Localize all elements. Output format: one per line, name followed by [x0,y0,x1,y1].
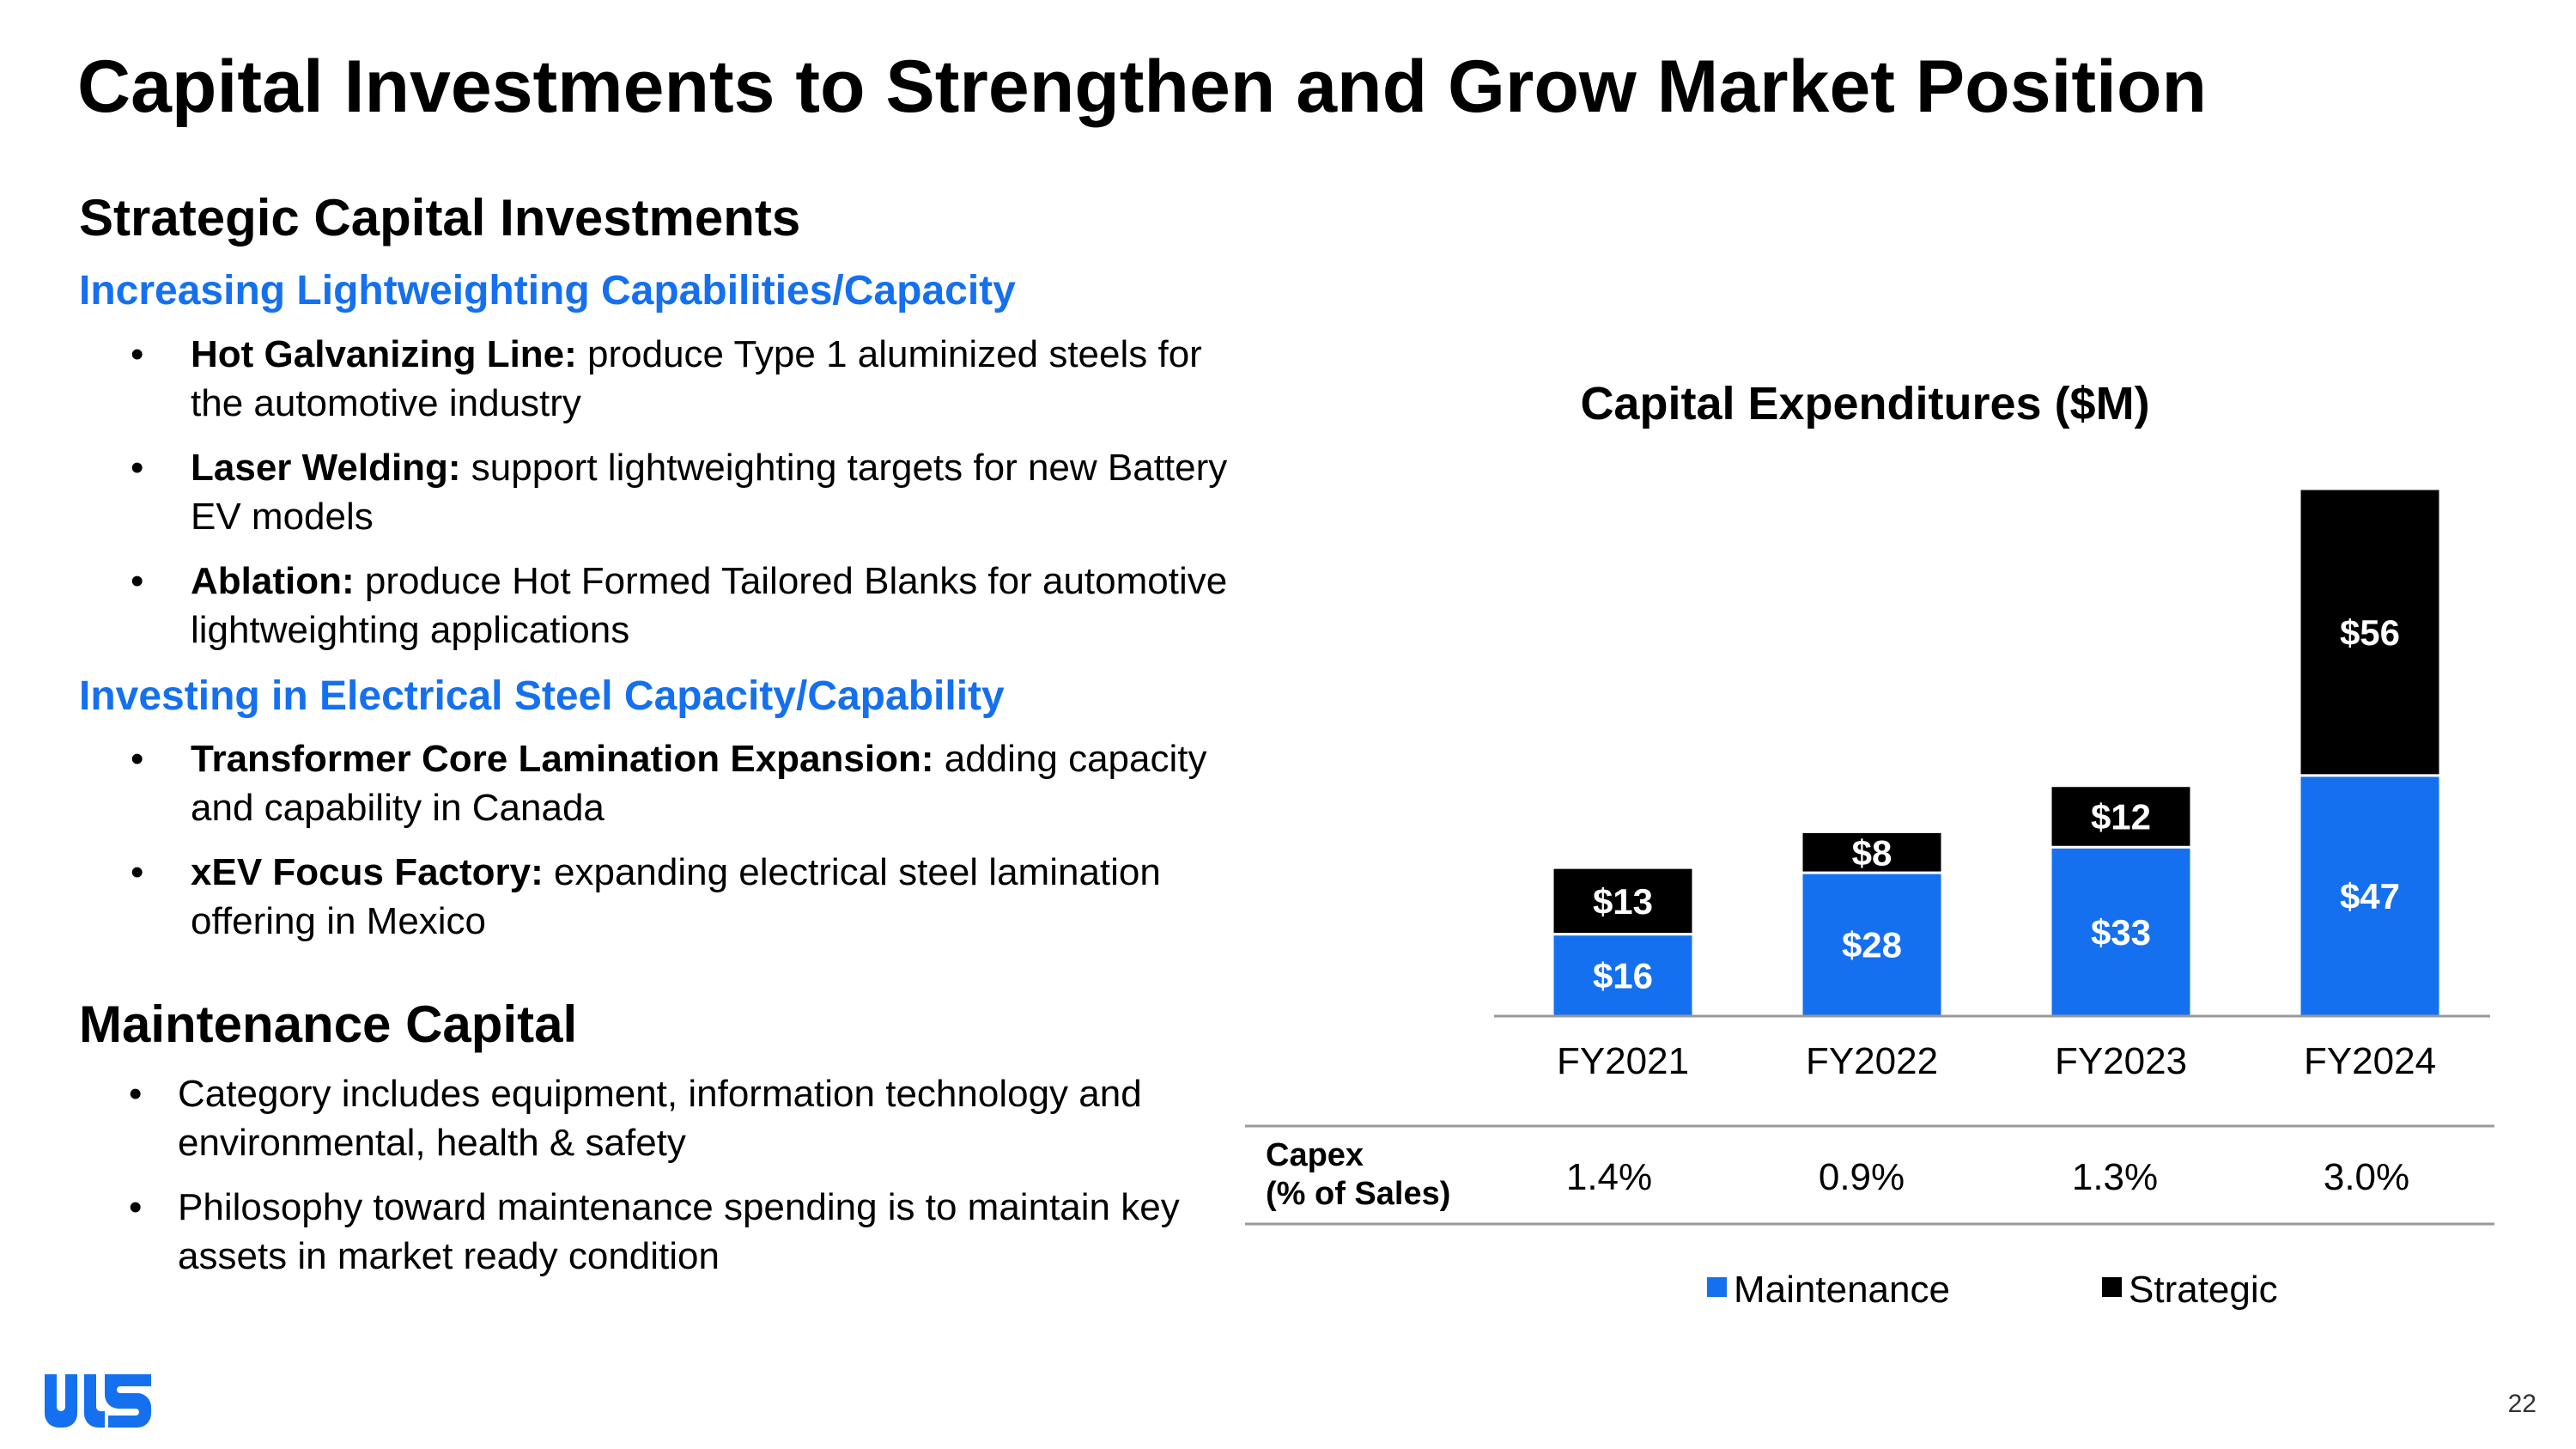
table-cell: 0.9% [1819,1156,1905,1198]
page-number: 22 [2507,1390,2537,1418]
x-tick-label: FY2024 [2304,1040,2436,1082]
electrical-steel-list: Transformer Core Lamination Expansion: a… [79,734,1230,946]
data-label: $13 [1593,881,1653,922]
list-item: Transformer Core Lamination Expansion: a… [79,734,1230,832]
bar-maintenance-fy2023 [2049,845,2193,1018]
legend-swatch-maintenance [1707,1277,1727,1297]
bar-strategic-fy2023 [2049,784,2193,849]
legend-swatch-strategic [2102,1277,2122,1297]
data-label: $12 [2091,797,2151,837]
list-item: Philosophy toward maintenance spending i… [79,1183,1230,1281]
data-label: $56 [2340,612,2400,653]
maintenance-list: Category includes equipment, information… [79,1069,1230,1281]
company-logo [45,1374,151,1428]
bar-maintenance-fy2022 [1800,871,1944,1018]
bar-strategic-fy2022 [1800,830,1944,874]
data-label: $47 [2340,876,2400,916]
list-item: Category includes equipment, information… [79,1069,1230,1167]
x-tick-label: FY2022 [1806,1040,1938,1082]
x-tick-label: FY2021 [1557,1040,1689,1082]
table-cell: 1.3% [2072,1156,2158,1198]
list-item: Laser Welding: support lightweighting ta… [79,443,1230,541]
chart-title: Capital Expenditures ($M) [1580,378,2149,429]
data-label: $16 [1593,955,1653,995]
list-item: xEV Focus Factory: expanding electrical … [79,848,1230,946]
lightweighting-list: Hot Galvanizing Line: produce Type 1 alu… [79,330,1230,654]
bar-strategic-fy2024 [2298,487,2442,777]
table-row-label: (% of Sales) [1266,1176,1450,1212]
table-cell: 1.4% [1566,1156,1652,1198]
list-item: Hot Galvanizing Line: produce Type 1 alu… [79,330,1230,428]
maintenance-heading: Maintenance Capital [79,995,578,1054]
page-title: Capital Investments to Strengthen and Gr… [77,46,2208,128]
legend-label: Maintenance [1734,1269,1950,1311]
table-cell: 3.0% [2324,1156,2409,1198]
data-label: $33 [2091,912,2151,953]
legend-label: Strategic [2129,1269,2278,1311]
strategic-heading: Strategic Capital Investments [79,189,801,247]
data-label: $28 [1842,925,1902,965]
electrical-steel-heading: Investing in Electrical Steel Capacity/C… [79,673,1005,719]
table-row-label: Capex [1266,1137,1364,1173]
lightweighting-heading: Increasing Lightweighting Capabilities/C… [79,268,1016,314]
x-tick-label: FY2023 [2055,1040,2187,1082]
list-item: Ablation: produce Hot Formed Tailored Bl… [79,557,1230,654]
bar-strategic-fy2021 [1551,866,1695,936]
data-label: $8 [1852,832,1893,873]
left-content: Strategic Capital Investments Increasing… [79,187,1230,1296]
